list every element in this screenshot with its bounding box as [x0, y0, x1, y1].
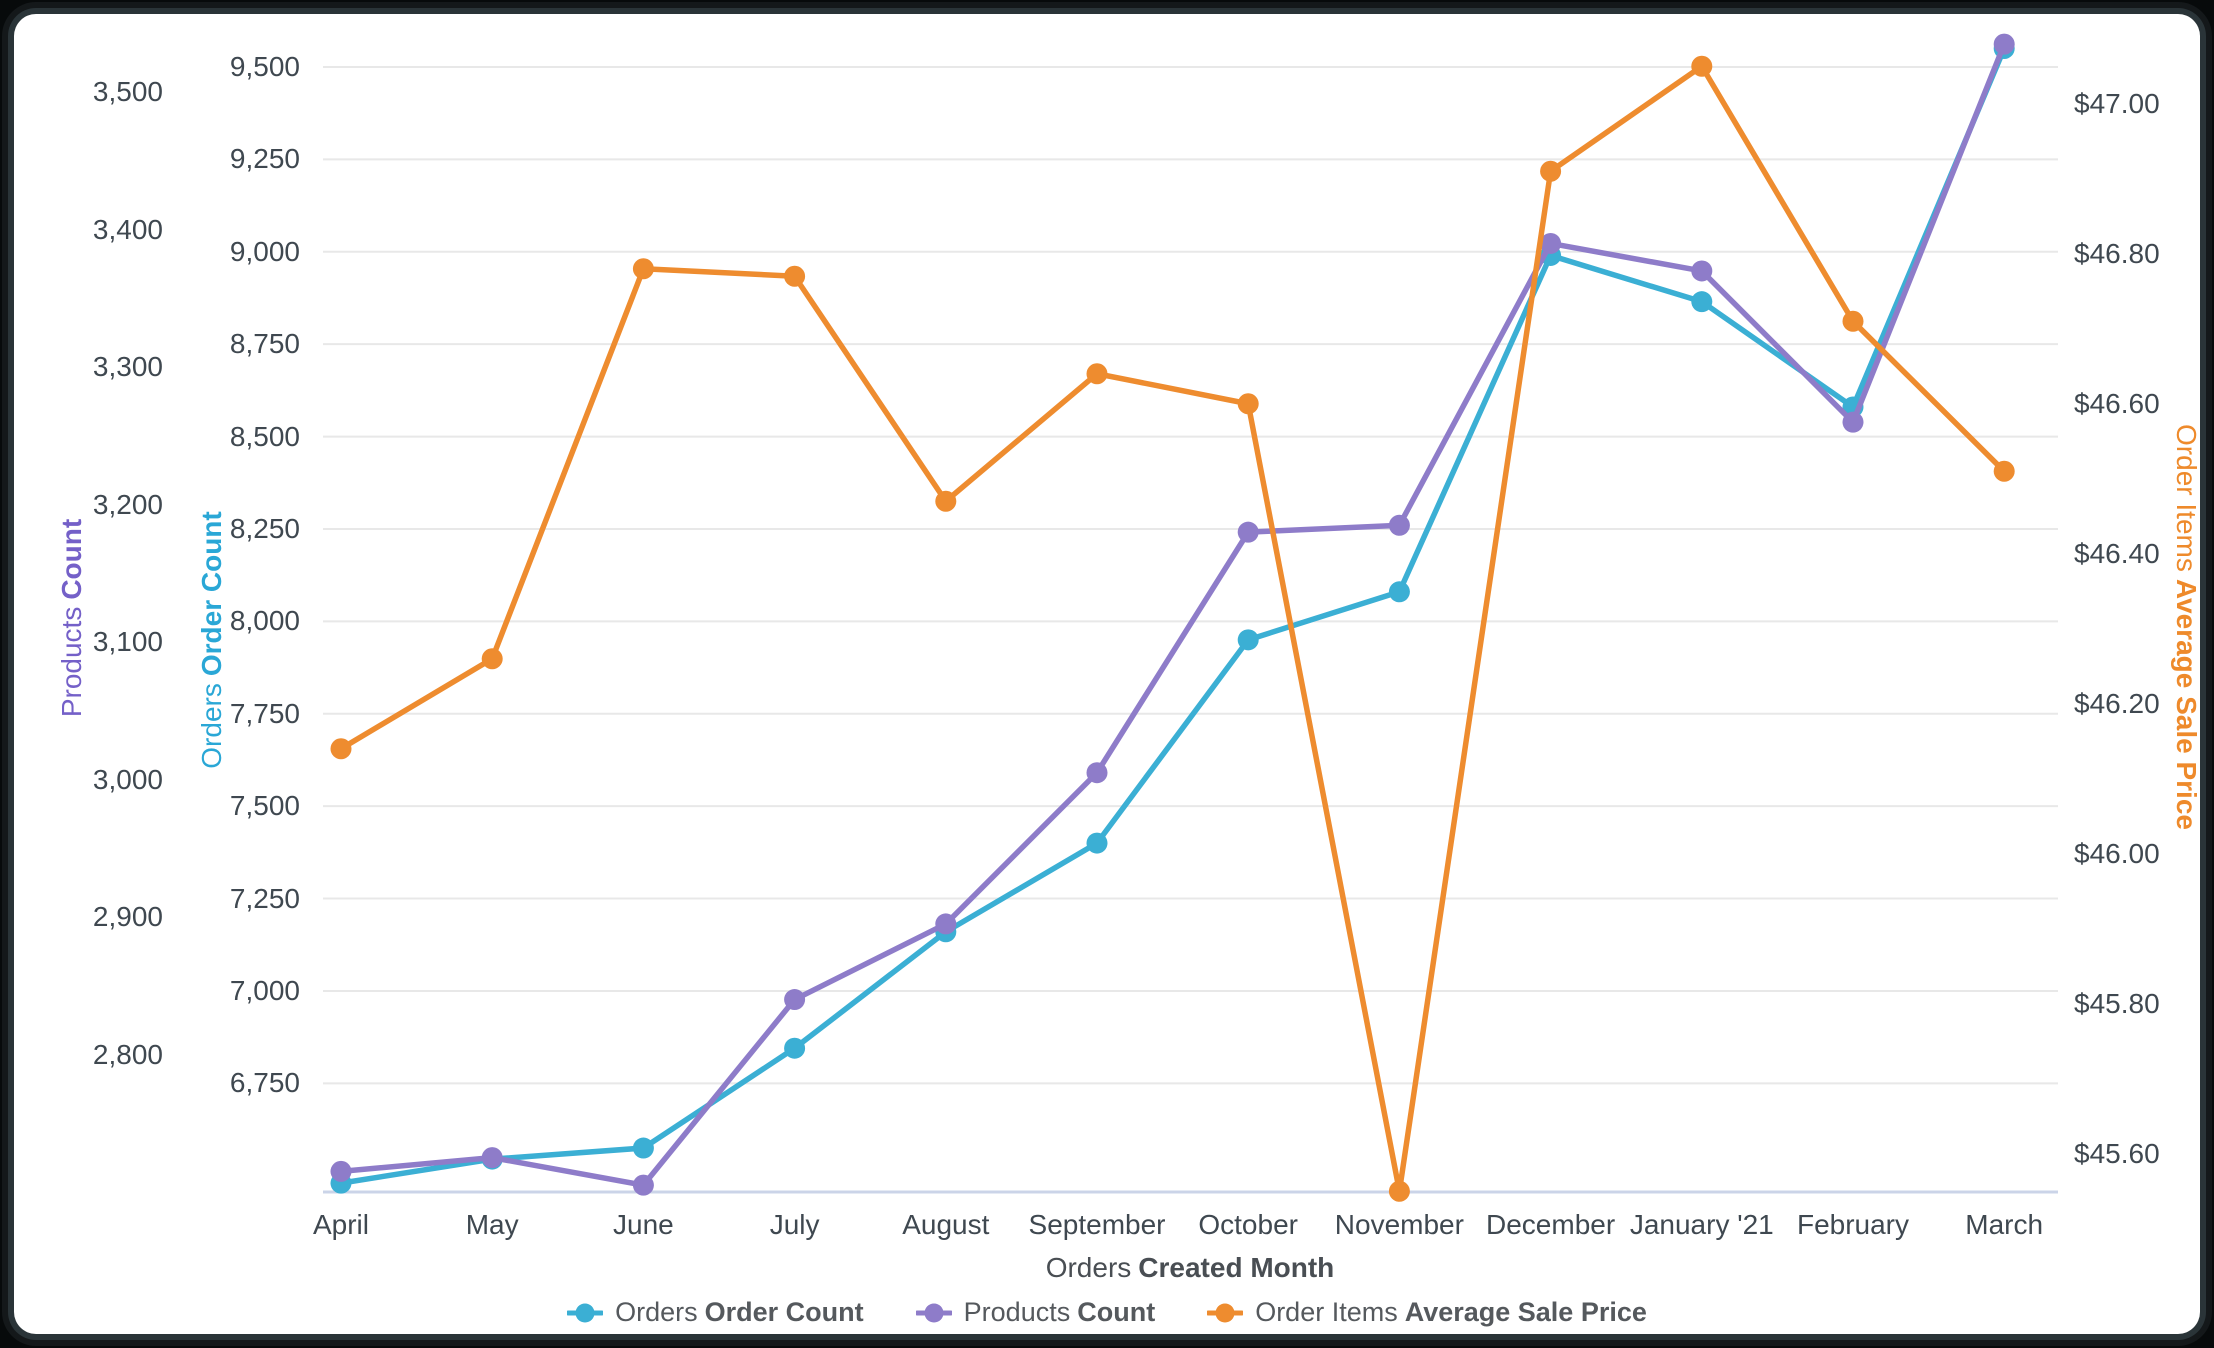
- products-axis-tick-label: 3,400: [92, 213, 163, 245]
- orders-axis-title: OrdersOrder Count: [196, 511, 227, 769]
- x-axis-label-June: June: [613, 1209, 674, 1240]
- price-data-point-December[interactable]: [1540, 160, 1562, 182]
- chart-legend: Orders Order Count Products Count Order Item…: [0, 1297, 2214, 1328]
- products-data-point-July[interactable]: [784, 989, 806, 1011]
- products-data-point-October[interactable]: [1237, 521, 1259, 543]
- price-axis-tick-label: $46.40: [2074, 537, 2160, 569]
- x-axis-label-July: July: [769, 1209, 820, 1240]
- orders-axis-tick-label: 8,000: [229, 605, 300, 637]
- price-axis-tick-label: $46.80: [2074, 237, 2160, 269]
- price-data-point-April[interactable]: [330, 738, 352, 760]
- legend-item-label: Orders Order Count: [615, 1297, 864, 1327]
- products-axis-tick-label: 3,000: [92, 763, 163, 795]
- orders-legend-marker-icon: [567, 1303, 604, 1322]
- legend-item-price[interactable]: Order Items Average Sale Price: [1207, 1297, 1647, 1328]
- price-data-point-January '21[interactable]: [1691, 55, 1713, 77]
- price-data-point-February[interactable]: [1842, 310, 1864, 332]
- orders-data-point-January '21[interactable]: [1691, 291, 1713, 313]
- products-axis-tick-label: 3,300: [92, 351, 163, 383]
- products-axis-title: ProductsCount: [56, 518, 87, 718]
- x-axis-label-February: February: [1796, 1209, 1910, 1240]
- x-axis-label-January '21: January '21: [1629, 1209, 1774, 1240]
- price-axis-tick-label: $46.60: [2074, 387, 2160, 419]
- products-data-point-April[interactable]: [330, 1160, 352, 1182]
- orders-series-line: [338, 45, 2007, 1186]
- products-data-point-May[interactable]: [481, 1147, 503, 1169]
- legend-item-label: Products Count: [963, 1297, 1156, 1327]
- x-axis-label-August: August: [902, 1209, 990, 1240]
- orders-axis-tick-label: 9,500: [229, 50, 300, 82]
- products-series-line: [338, 41, 2007, 1188]
- price-data-point-August[interactable]: [935, 490, 957, 512]
- price-axis-tick-label: $45.60: [2074, 1137, 2160, 1169]
- products-axis-tick-label: 3,500: [92, 76, 163, 108]
- legend-item-orders[interactable]: Orders Order Count: [567, 1297, 864, 1328]
- x-axis-label-November: November: [1334, 1209, 1464, 1240]
- orders-data-point-June[interactable]: [632, 1137, 654, 1159]
- x-axis-label-December: December: [1486, 1209, 1616, 1240]
- orders-axis-tick-label: 7,750: [229, 697, 300, 729]
- price-data-point-June[interactable]: [632, 258, 654, 280]
- price-axis-tick-label: $47.00: [2074, 87, 2160, 119]
- orders-axis-tick-label: 9,000: [229, 235, 300, 267]
- products-axis-tick-label: 3,100: [92, 626, 163, 658]
- x-axis-label-March: March: [1965, 1209, 2044, 1240]
- products-data-point-November[interactable]: [1388, 514, 1410, 536]
- price-axis-tick-label: $46.20: [2074, 687, 2160, 719]
- price-axis-tick-label: $46.00: [2074, 837, 2160, 869]
- x-axis-label-April: April: [312, 1209, 369, 1240]
- x-axis-title: Orders Created Month: [1045, 1252, 1335, 1283]
- legend-item-label: Order Items Average Sale Price: [1255, 1297, 1647, 1327]
- orders-axis-tick-label: 9,250: [229, 143, 300, 175]
- products-data-point-September[interactable]: [1086, 762, 1108, 784]
- orders-data-point-October[interactable]: [1237, 629, 1259, 651]
- x-axis-label-September: September: [1028, 1209, 1166, 1240]
- orders-axis-tick-label: 8,500: [229, 420, 300, 452]
- price-axis-tick-label: $45.80: [2074, 987, 2160, 1019]
- orders-data-point-July[interactable]: [784, 1037, 806, 1059]
- orders-axis-tick-label: 7,250: [229, 882, 300, 914]
- orders-axis-tick-label: 8,250: [229, 512, 300, 544]
- price-axis-title: Order ItemsAverage Sale Price: [2171, 424, 2202, 830]
- price-series-line: [338, 63, 2007, 1194]
- orders-data-point-September[interactable]: [1086, 832, 1108, 854]
- orders-data-point-November[interactable]: [1388, 581, 1410, 603]
- price-data-point-May[interactable]: [481, 648, 503, 670]
- products-data-point-March[interactable]: [1993, 33, 2015, 55]
- price-data-point-October[interactable]: [1237, 393, 1259, 415]
- chart-card: 9,500 9,250 9,000 8,750 8,500 8,250 8,000 7,750…: [14, 14, 2202, 1334]
- legend-item-products[interactable]: Products Count: [915, 1297, 1156, 1328]
- products-legend-marker-icon: [915, 1303, 952, 1322]
- orders-axis-tick-label: 7,500: [229, 790, 300, 822]
- products-data-point-August[interactable]: [935, 913, 957, 935]
- price-data-point-July[interactable]: [784, 265, 806, 287]
- products-axis-tick-label: 2,900: [92, 901, 163, 933]
- products-axis-tick-label: 2,800: [92, 1038, 163, 1070]
- price-legend-marker-icon: [1207, 1303, 1244, 1322]
- orders-axis-tick-label: 8,750: [229, 328, 300, 360]
- products-axis-tick-label: 3,200: [92, 488, 163, 520]
- orders-axis-tick-label: 7,000: [229, 974, 300, 1006]
- products-data-point-February[interactable]: [1842, 411, 1864, 433]
- products-data-point-December[interactable]: [1540, 232, 1562, 254]
- price-data-point-March[interactable]: [1993, 460, 2015, 482]
- price-data-point-September[interactable]: [1086, 363, 1108, 385]
- orders-axis-tick-label: 6,750: [229, 1067, 300, 1099]
- x-axis-label-October: October: [1198, 1209, 1298, 1240]
- products-data-point-June[interactable]: [632, 1174, 654, 1196]
- x-axis-label-May: May: [465, 1209, 519, 1240]
- price-data-point-November[interactable]: [1388, 1180, 1410, 1202]
- products-data-point-January '21[interactable]: [1691, 260, 1713, 282]
